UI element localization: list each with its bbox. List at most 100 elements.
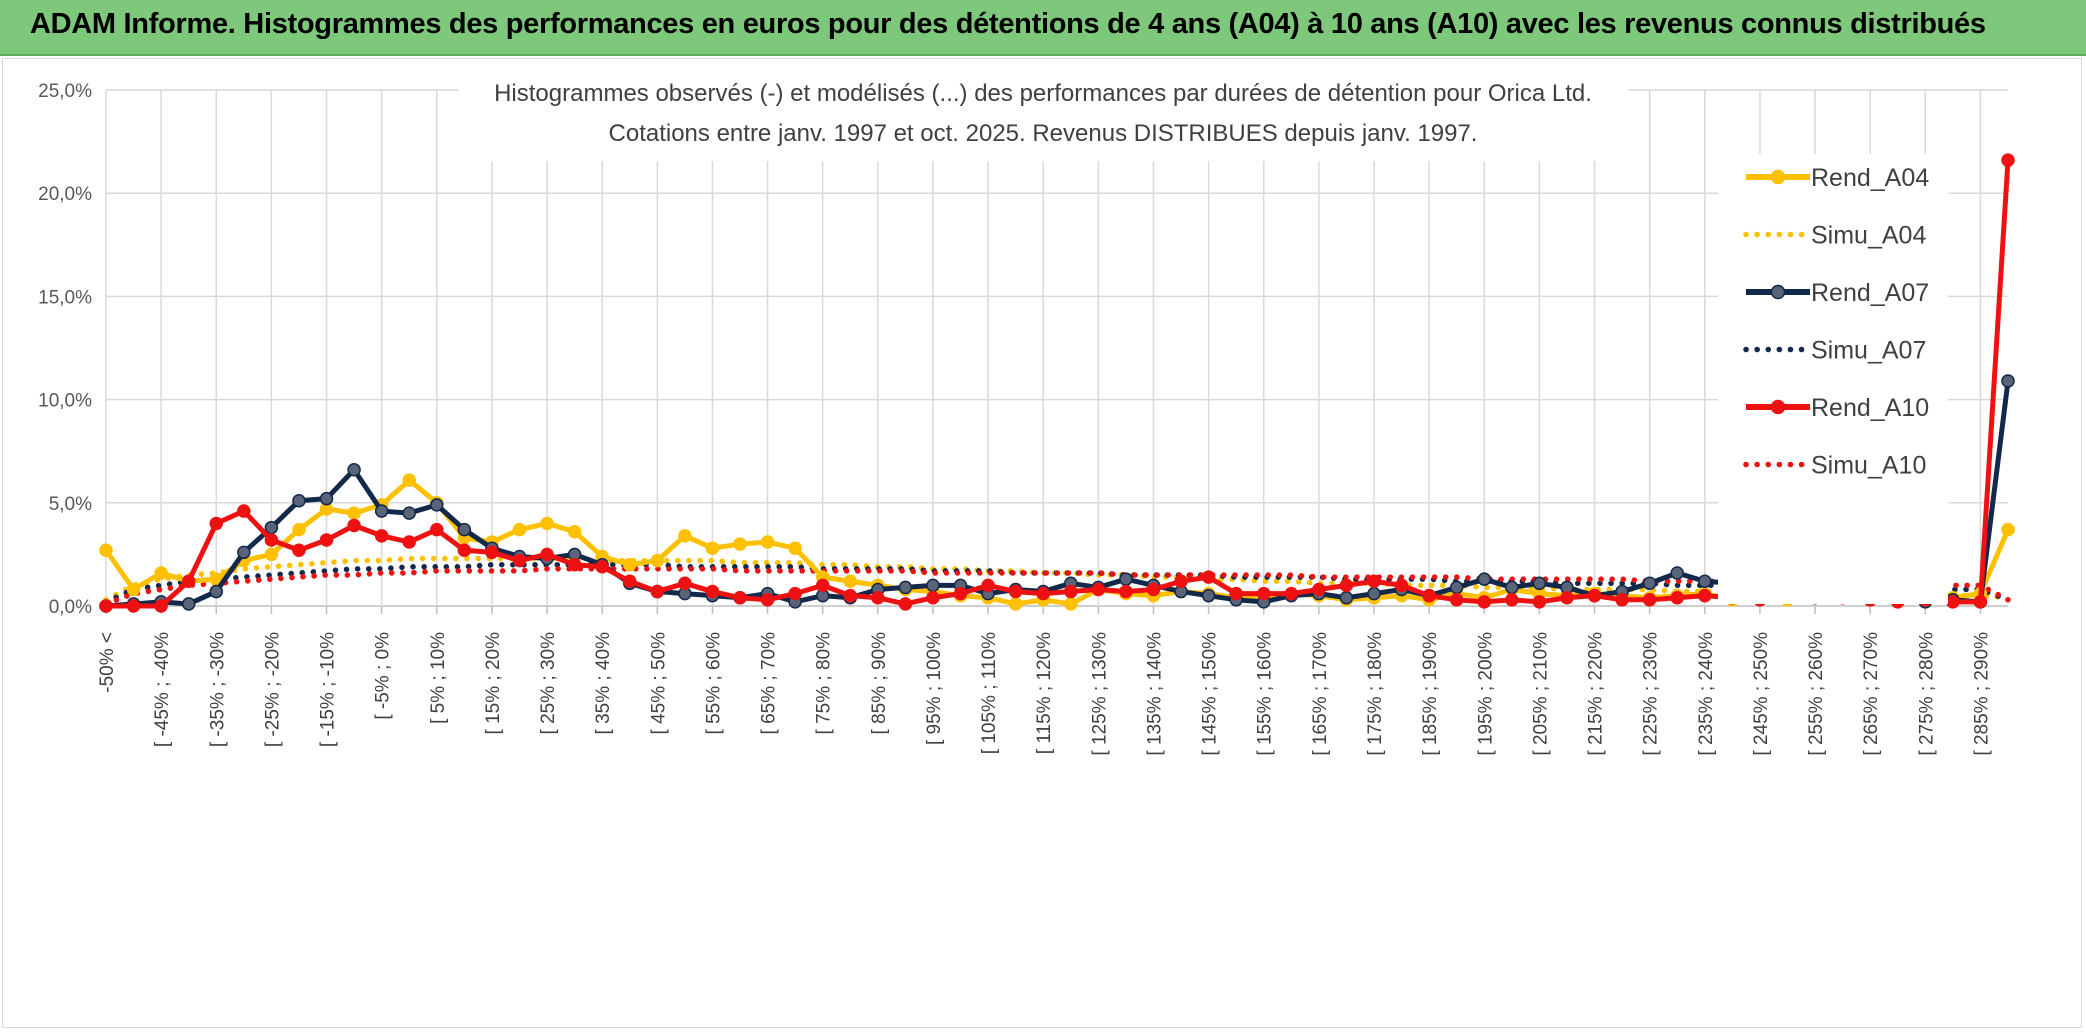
data-point-Rend_A10 xyxy=(567,557,582,572)
data-point-Rend_A10 xyxy=(512,553,527,568)
legend-label-Rend_A10: Rend_A10 xyxy=(1811,394,1929,422)
data-point-Rend_A10 xyxy=(788,586,802,601)
data-point-Rend_A10 xyxy=(1174,574,1188,588)
data-point-Rend_A07 xyxy=(319,491,334,506)
data-point-Rend_A04 xyxy=(733,537,747,551)
data-point-Rend_A10 xyxy=(1587,588,1602,603)
data-point-Rend_A10 xyxy=(871,590,885,605)
x-tick-label: [ 255% ; 260% xyxy=(1806,632,1827,756)
data-point-Rend_A04 xyxy=(650,553,665,568)
x-tick-label: [ 5% ; 10% xyxy=(428,632,449,724)
data-point-Rend_A10 xyxy=(705,584,720,599)
data-point-Rend_A10 xyxy=(1615,593,1629,607)
data-point-Rend_A07 xyxy=(237,545,251,560)
data-point-Rend_A10 xyxy=(760,593,775,607)
x-tick-label: [ 165% ; 170% xyxy=(1310,632,1331,756)
data-point-Rend_A07 xyxy=(209,584,224,599)
series-line-Simu_A10 xyxy=(103,566,2011,607)
series-line-Rend_A10 xyxy=(106,160,2011,609)
legend-marker-Rend_A04 xyxy=(1770,169,1786,185)
data-point-Rend_A10 xyxy=(1532,595,1547,609)
data-point-Rend_A07 xyxy=(181,597,196,611)
data-point-Rend_A10 xyxy=(953,586,968,601)
x-tick-label: [ 245% ; 250% xyxy=(1751,632,1772,756)
data-point-Rend_A04 xyxy=(540,516,554,531)
data-point-Rend_A10 xyxy=(1229,586,1243,601)
data-point-Rend_A10 xyxy=(1146,582,1161,597)
y-tick-label: 20,0% xyxy=(38,184,92,205)
y-tick-label: 10,0% xyxy=(38,391,92,412)
y-tick-label: 25,0% xyxy=(38,81,92,102)
data-point-Rend_A10 xyxy=(1008,584,1023,599)
x-tick-label: [ -25% ; -20% xyxy=(262,632,283,747)
data-point-Rend_A10 xyxy=(485,545,499,560)
x-tick-label: [ 25% ; 30% xyxy=(538,632,559,735)
y-tick-label: 0,0% xyxy=(49,597,92,618)
data-point-Rend_A10 xyxy=(1449,593,1464,607)
data-point-Rend_A10 xyxy=(1642,593,1657,607)
data-point-Rend_A10 xyxy=(402,535,416,549)
data-point-Rend_A07 xyxy=(2001,374,2015,388)
legend-label-Rend_A04: Rend_A04 xyxy=(1811,164,1929,192)
x-tick-label: [ 195% ; 200% xyxy=(1475,632,1496,756)
data-point-Rend_A10 xyxy=(1119,584,1133,599)
chart-title-background xyxy=(458,61,1628,161)
data-point-Rend_A10 xyxy=(209,516,224,531)
data-point-Rend_A10 xyxy=(237,504,251,518)
legend-marker-Rend_A10 xyxy=(1770,399,1786,415)
data-point-Rend_A07 xyxy=(1670,566,1684,580)
data-point-Rend_A07 xyxy=(1449,580,1464,595)
x-tick-label: [ 265% ; 270% xyxy=(1861,632,1882,756)
x-tick-label: [ -5% ; 0% xyxy=(373,632,394,720)
data-point-Rend_A04 xyxy=(567,524,582,539)
data-point-Rend_A07 xyxy=(926,578,940,593)
data-point-Rend_A10 xyxy=(457,543,472,558)
data-point-Rend_A10 xyxy=(981,578,995,593)
data-point-Rend_A10 xyxy=(898,597,913,611)
data-point-Rend_A07 xyxy=(1339,590,1354,605)
x-tick-label: [ 205% ; 210% xyxy=(1530,632,1551,756)
chart-frame: 0,0% 5,0% 10,0% 15,0% 20,0% 25,0% -50% < [ -45… xyxy=(2,58,2082,1028)
legend-label-Simu_A10: Simu_A10 xyxy=(1811,452,1926,480)
data-point-Rend_A04 xyxy=(402,473,416,487)
data-point-Rend_A07 xyxy=(1532,576,1547,591)
data-point-Rend_A10 xyxy=(650,584,665,599)
data-point-Rend_A07 xyxy=(374,504,389,518)
y-tick-label: 5,0% xyxy=(49,494,92,515)
chart-title: Histogrammes observés (-) et modélisés (… xyxy=(494,80,1592,107)
data-point-Rend_A10 xyxy=(374,529,389,543)
data-point-Rend_A07 xyxy=(402,506,416,520)
report-title: ADAM Informe. Histogrammes des performan… xyxy=(30,8,1986,40)
legend-label-Simu_A04: Simu_A04 xyxy=(1811,222,1926,250)
data-point-Rend_A04 xyxy=(1064,597,1078,611)
data-point-Rend_A10 xyxy=(430,522,444,537)
data-point-Rend_A04 xyxy=(705,541,720,555)
report-banner: ADAM Informe. Histogrammes des performan… xyxy=(0,0,2086,56)
data-point-Rend_A07 xyxy=(1119,572,1133,586)
data-point-Rend_A10 xyxy=(1367,574,1381,588)
data-point-Rend_A10 xyxy=(678,576,692,591)
legend-label-Simu_A07: Simu_A07 xyxy=(1811,337,1926,365)
data-point-Rend_A10 xyxy=(1394,578,1409,593)
x-tick-label: [ 275% ; 280% xyxy=(1916,632,1937,756)
data-point-Rend_A07 xyxy=(430,498,444,512)
data-point-Rend_A07 xyxy=(898,580,913,595)
chart-subtitle: Cotations entre janv. 1997 et oct. 2025.… xyxy=(609,120,1478,147)
data-point-Rend_A10 xyxy=(154,599,168,613)
data-point-Rend_A10 xyxy=(126,599,141,613)
legend-background xyxy=(1718,154,1948,604)
line-chart: 0,0% 5,0% 10,0% 15,0% 20,0% 25,0% -50% < [ -45… xyxy=(38,61,2015,756)
x-tick-label: [ 235% ; 240% xyxy=(1696,632,1717,756)
data-point-Rend_A10 xyxy=(1477,595,1492,609)
x-tick-label: [ -15% ; -10% xyxy=(318,632,339,747)
x-axis: -50% < [ -45% ; -40% [ -35% ; -30% [ -25% ;… xyxy=(97,606,1992,756)
data-point-Rend_A10 xyxy=(181,574,196,588)
data-point-Rend_A10 xyxy=(1284,586,1299,601)
data-point-Rend_A10 xyxy=(1422,588,1436,603)
data-point-Rend_A04 xyxy=(264,547,279,562)
data-point-Rend_A04 xyxy=(347,506,361,520)
data-point-Rend_A07 xyxy=(1201,588,1216,603)
data-point-Rend_A10 xyxy=(1201,570,1216,584)
data-point-Rend_A10 xyxy=(1670,590,1684,605)
data-point-Rend_A07 xyxy=(292,493,306,508)
